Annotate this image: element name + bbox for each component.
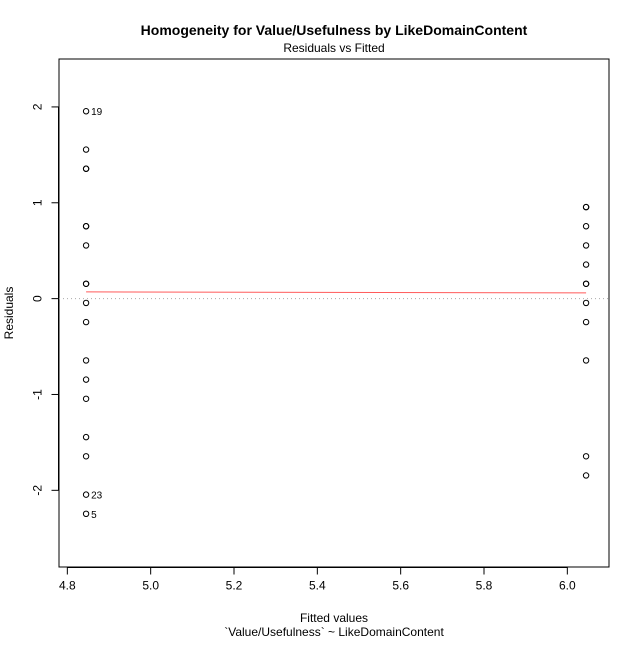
y-tick-label: -1 — [31, 389, 45, 400]
data-point — [82, 433, 90, 441]
data-point — [82, 280, 90, 287]
chart-subtitle: Residuals vs Fitted — [283, 41, 384, 55]
y-tick-label: 2 — [31, 103, 45, 110]
data-point — [82, 146, 90, 153]
x-tick-label: 5.0 — [142, 579, 159, 593]
x-axis: 4.8 5.0 5.2 5.4 5.6 5.8 6.0 — [59, 567, 576, 593]
point-label: 19 — [91, 107, 103, 118]
smooth-line-group — [86, 291, 587, 294]
data-point — [82, 242, 90, 249]
data-point — [582, 453, 590, 460]
data-point — [82, 453, 90, 460]
data-point — [582, 242, 590, 249]
data-point — [82, 299, 90, 307]
data-point — [582, 318, 590, 326]
data-point — [582, 261, 590, 268]
y-axis-label: Residuals — [2, 287, 16, 340]
point-labels: 19 23 5 — [91, 107, 103, 521]
point-label: 5 — [91, 510, 97, 521]
data-point — [582, 223, 590, 230]
x-tick-label: 4.8 — [59, 579, 76, 593]
data-point — [82, 318, 90, 326]
data-point — [82, 108, 90, 115]
data-point — [82, 357, 90, 364]
x-tick-label: 5.2 — [226, 579, 243, 593]
data-point — [582, 203, 590, 211]
x-axis-formula-label: `Value/Usefulness` ~ LikeDomainContent — [224, 625, 444, 639]
data-point — [82, 510, 90, 518]
y-tick-label: -2 — [31, 485, 45, 496]
y-tick-label: 0 — [31, 295, 45, 302]
data-point — [82, 165, 90, 172]
data-point — [82, 376, 90, 383]
y-tick-label: 1 — [31, 199, 45, 206]
chart-title: Homogeneity for Value/Usefulness by Like… — [141, 22, 528, 38]
smooth-line — [86, 291, 587, 294]
data-point — [582, 472, 590, 479]
data-point — [82, 223, 90, 230]
data-points — [82, 108, 590, 518]
data-point — [82, 491, 90, 498]
x-tick-label: 5.6 — [392, 579, 409, 593]
x-tick-label: 5.4 — [309, 579, 326, 593]
plot-frame — [58, 58, 610, 568]
y-axis: -2 -1 0 1 2 — [31, 103, 59, 496]
data-point — [582, 280, 590, 287]
point-label: 23 — [91, 491, 103, 502]
x-axis-label: Fitted values — [300, 611, 368, 625]
data-point — [582, 299, 590, 307]
data-point — [82, 395, 90, 402]
data-point — [582, 357, 590, 364]
x-tick-label: 5.8 — [476, 579, 493, 593]
x-tick-label: 6.0 — [559, 579, 576, 593]
